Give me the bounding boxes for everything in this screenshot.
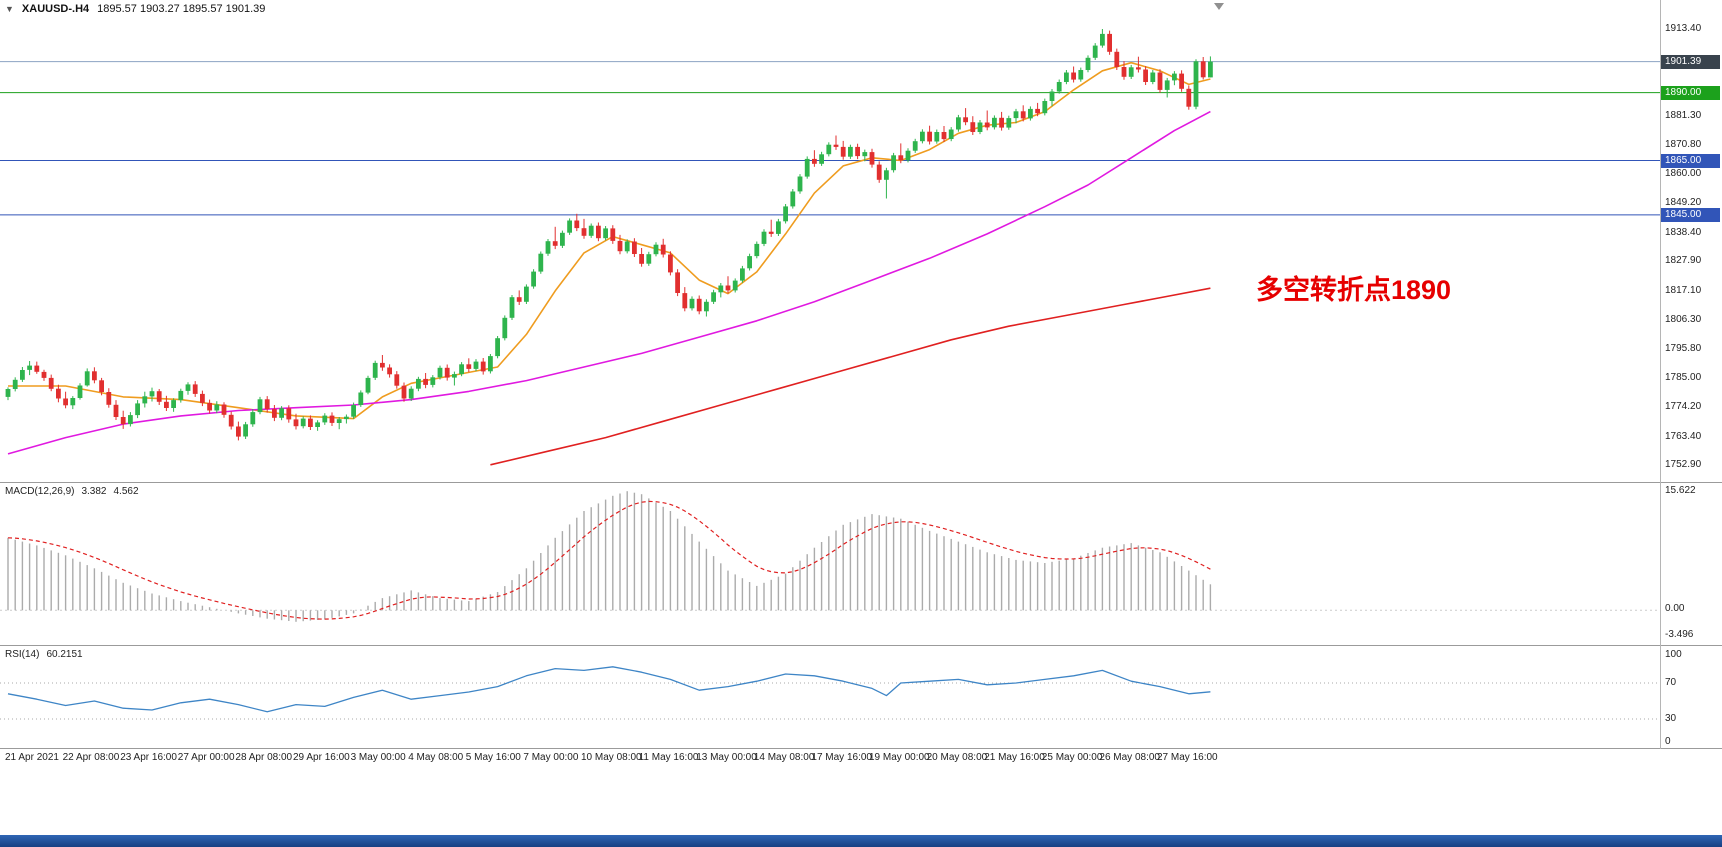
price-tag-pivot-level: 1890.00: [1661, 85, 1720, 100]
time-axis-label: 27 Apr 00:00: [177, 752, 235, 763]
price-tick: 1827.90: [1665, 255, 1702, 267]
time-axis-label: 25 May 00:00: [1041, 752, 1103, 763]
price-tick: 1849.20: [1665, 197, 1702, 209]
time-axis-label: 7 May 00:00: [523, 752, 579, 763]
time-axis[interactable]: 21 Apr 2021 22 Apr 08:00 23 Apr 16:00 27 Ap…: [0, 750, 1660, 768]
price-tick: 1795.80: [1665, 342, 1702, 354]
time-axis-label: 27 May 16:00: [1157, 752, 1218, 763]
time-axis-label: 26 May 08:00: [1099, 752, 1160, 763]
price-tick: 1806.30: [1665, 313, 1702, 325]
price-tick: 1817.10: [1665, 284, 1702, 296]
price-scale[interactable]: 1913.40 1881.30 1870.80 1860.00 1849.20 1838.…: [1661, 0, 1722, 482]
price-tick: 1752.90: [1665, 459, 1702, 471]
time-axis-label: 13 May 00:00: [696, 752, 757, 763]
chart-annotation[interactable]: 多空转折点1890: [1256, 275, 1452, 305]
rsi-scale-70: 70: [1665, 677, 1677, 688]
horizontal-level-lines: [0, 61, 1660, 216]
price-tag-support-level: 1865.00: [1661, 153, 1720, 168]
ohlc-values: 1895.57 1903.27 1895.57 1901.39: [97, 3, 266, 15]
macd-chart[interactable]: [0, 483, 1660, 645]
macd-main-value: 3.382: [81, 486, 107, 497]
time-axis-label: 22 Apr 08:00: [62, 752, 120, 763]
price-tag-current-price: 1901.39: [1661, 54, 1720, 69]
scale-border: [1660, 0, 1661, 749]
panel-separator: [0, 748, 1722, 749]
rsi-scale-100: 100: [1665, 649, 1682, 660]
moving-average-lines: [7, 61, 1211, 466]
panel-separator[interactable]: [0, 645, 1722, 646]
rsi-header: RSI(14) 60.2151: [5, 649, 90, 660]
rsi-chart[interactable]: [0, 646, 1660, 747]
macd-histogram-and-signal: [0, 491, 1660, 622]
time-axis-label: 4 May 08:00: [408, 752, 464, 763]
price-tick: 1763.40: [1665, 430, 1702, 442]
rsi-scale-30: 30: [1665, 713, 1677, 724]
price-tick: 1913.40: [1665, 23, 1702, 34]
time-axis-label: 21 Apr 2021: [5, 752, 59, 763]
rsi-scale-0: 0: [1665, 736, 1671, 747]
time-axis-label: 19 May 00:00: [869, 752, 930, 763]
rsi-value: 60.2151: [46, 649, 83, 660]
macd-scale[interactable]: 15.622 0.00 -3.496: [1661, 483, 1722, 645]
panel-separator[interactable]: [0, 482, 1722, 483]
time-axis-label: 17 May 16:00: [811, 752, 872, 763]
time-axis-label: 14 May 08:00: [753, 752, 815, 763]
macd-label: MACD(12,26,9): [5, 486, 75, 497]
price-tick: 1774.20: [1665, 401, 1702, 413]
rsi-line: [0, 666, 1660, 720]
price-tick: 1838.40: [1665, 226, 1702, 238]
macd-signal-value: 4.562: [113, 486, 139, 497]
price-chart[interactable]: [0, 0, 1660, 482]
macd-scale-min: -3.496: [1665, 629, 1694, 640]
price-tick: 1870.80: [1665, 138, 1702, 150]
time-axis-label: 29 Apr 16:00: [293, 752, 350, 763]
price-tick: 1785.00: [1665, 371, 1702, 383]
macd-scale-max: 15.622: [1665, 485, 1696, 496]
macd-scale-zero: 0.00: [1665, 603, 1685, 614]
rsi-scale[interactable]: 100 70 30 0: [1661, 646, 1722, 748]
price-tick: 1860.00: [1665, 168, 1702, 180]
taskbar[interactable]: [0, 835, 1722, 847]
rsi-label: RSI(14): [5, 649, 40, 660]
time-axis-label: 28 Apr 08:00: [235, 752, 293, 763]
macd-header: MACD(12,26,9) 3.382 4.562: [5, 486, 146, 497]
chart-ohlc-header: ▼ XAUUSD-.H4 1895.57 1903.27 1895.57 190…: [5, 3, 265, 15]
time-axis-label: 20 May 08:00: [926, 752, 988, 763]
time-axis-label: 10 May 08:00: [581, 752, 642, 763]
time-axis-label: 11 May 16:00: [638, 752, 699, 763]
one-click-expander-icon[interactable]: ▼: [5, 4, 14, 14]
price-tag-support-level: 1845.00: [1661, 207, 1720, 222]
chart-shift-marker-icon[interactable]: [1214, 3, 1224, 10]
time-axis-label: 3 May 00:00: [350, 752, 406, 763]
time-axis-label: 23 Apr 16:00: [120, 752, 177, 763]
time-axis-label: 21 May 16:00: [984, 752, 1045, 763]
candlesticks: [5, 29, 1213, 441]
price-tick: 1881.30: [1665, 110, 1702, 122]
time-axis-label: 5 May 16:00: [465, 752, 521, 763]
symbol-timeframe-label: XAUUSD-.H4: [21, 3, 90, 15]
